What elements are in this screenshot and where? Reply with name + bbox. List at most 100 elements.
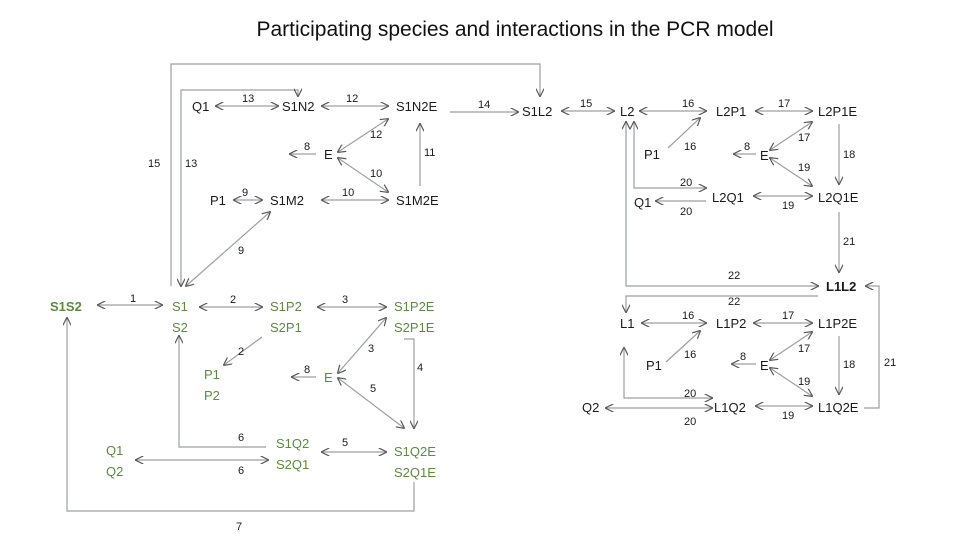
edge-13-loop bbox=[181, 90, 298, 286]
reaction-label: 16 bbox=[682, 310, 694, 322]
node-s2q1e: S2Q1E bbox=[394, 465, 436, 480]
reaction-label: 6 bbox=[238, 432, 244, 444]
edge-l1l2-l1-22 bbox=[626, 295, 818, 312]
reaction-label: 1 bbox=[130, 293, 136, 305]
reaction-label: 19 bbox=[798, 376, 810, 388]
edge-s2q1e-s1s2-7 bbox=[67, 318, 415, 512]
reaction-label: 13 bbox=[242, 93, 254, 105]
reaction-label: 11 bbox=[424, 147, 435, 159]
node-l2q1: L2Q1 bbox=[712, 190, 744, 205]
node-s1q2e: S1Q2E bbox=[394, 444, 436, 459]
reaction-label: 5 bbox=[342, 437, 348, 449]
reaction-label: 19 bbox=[782, 200, 794, 212]
reaction-label: 8 bbox=[304, 141, 310, 153]
reaction-label: 3 bbox=[368, 343, 374, 355]
node-q1-tr: Q1 bbox=[634, 195, 651, 210]
node-l1q2: L1Q2 bbox=[714, 400, 746, 415]
node-l1: L1 bbox=[620, 316, 634, 331]
edge-e-s1m2e-10 bbox=[338, 158, 388, 192]
reaction-label: 20 bbox=[680, 177, 692, 189]
reaction-label: 9 bbox=[242, 187, 248, 199]
node-l2p1: L2P1 bbox=[716, 104, 746, 119]
reaction-label: 4 bbox=[417, 362, 423, 374]
reaction-label: 20 bbox=[684, 388, 696, 400]
edge-s2p1e-s2q1e-4 bbox=[404, 338, 414, 428]
node-s1m2e: S1M2E bbox=[396, 193, 439, 208]
reaction-label: 12 bbox=[346, 93, 358, 105]
reaction-label: 2 bbox=[230, 294, 236, 306]
node-p1-bl: P1 bbox=[204, 367, 220, 382]
node-l1l2: L1L2 bbox=[826, 279, 856, 294]
node-l2p1e: L2P1E bbox=[818, 104, 857, 119]
reaction-label: 7 bbox=[236, 521, 242, 533]
reaction-label: 8 bbox=[744, 141, 750, 153]
node-q1-top: Q1 bbox=[192, 99, 209, 114]
reaction-label: 3 bbox=[342, 294, 348, 306]
node-e-br: E bbox=[760, 358, 769, 373]
node-e-tr: E bbox=[760, 148, 769, 163]
edge-l1q2e-l1l2-21 bbox=[864, 286, 880, 409]
node-s2q1: S2Q1 bbox=[276, 457, 309, 472]
node-p1-top: P1 bbox=[210, 193, 226, 208]
node-l1p2e: L1P2E bbox=[818, 316, 857, 331]
edge-15-top-loop bbox=[170, 63, 540, 286]
edges bbox=[67, 63, 880, 512]
reaction-label: 22 bbox=[728, 296, 740, 308]
reaction-label: 5 bbox=[370, 383, 376, 395]
reaction-label: 13 bbox=[185, 158, 197, 170]
reaction-label: 22 bbox=[728, 270, 740, 282]
reaction-label: 10 bbox=[342, 187, 354, 199]
reaction-label: 15 bbox=[148, 158, 160, 170]
reaction-labels: 13 12 14 15 15 13 12 8 11 10 9 10 9 1 2 … bbox=[130, 93, 896, 533]
reaction-label: 17 bbox=[798, 132, 810, 144]
node-s1q2: S1Q2 bbox=[276, 436, 309, 451]
node-q1-bl: Q1 bbox=[106, 443, 123, 458]
reaction-label: 20 bbox=[684, 416, 696, 428]
reaction-label: 14 bbox=[478, 99, 490, 111]
reaction-label: 20 bbox=[680, 206, 692, 218]
node-s2p1e: S2P1E bbox=[394, 320, 435, 335]
node-s1: S1 bbox=[172, 299, 188, 314]
node-e-top: E bbox=[324, 147, 333, 162]
node-s1n2: S1N2 bbox=[282, 99, 315, 114]
reaction-label: 17 bbox=[778, 98, 790, 110]
node-s1m2: S1M2 bbox=[270, 193, 304, 208]
node-l2q1e: L2Q1E bbox=[818, 190, 859, 205]
node-e-bl: E bbox=[324, 370, 333, 385]
reaction-label: 17 bbox=[782, 310, 794, 322]
edge-e-s1n2-12 bbox=[338, 119, 388, 152]
node-q2-br: Q2 bbox=[582, 400, 599, 415]
reaction-label: 21 bbox=[843, 236, 855, 248]
reaction-label: 6 bbox=[238, 465, 244, 477]
reaction-label: 19 bbox=[782, 410, 794, 422]
edge-s1q2-s2-6 bbox=[179, 336, 266, 448]
node-p1-tr: P1 bbox=[644, 147, 660, 162]
node-l2: L2 bbox=[620, 104, 634, 119]
edge-e-l1p2e-17 bbox=[770, 332, 812, 360]
node-s2: S2 bbox=[172, 320, 188, 335]
edge-l1-l1q2-20 bbox=[624, 348, 712, 398]
edge-e-s2q1e-5 bbox=[338, 378, 404, 428]
node-s1p2: S1P2 bbox=[270, 299, 302, 314]
node-p1-br: P1 bbox=[646, 358, 662, 373]
reaction-label: 16 bbox=[684, 141, 696, 153]
edge-s2p1-p1-2 bbox=[224, 336, 263, 365]
reaction-label: 21 bbox=[884, 357, 896, 369]
node-l1q2e: L1Q2E bbox=[818, 400, 859, 415]
node-s2p1: S2P1 bbox=[270, 320, 302, 335]
edge-e-l1q2e-19 bbox=[770, 368, 812, 396]
reaction-label: 17 bbox=[798, 343, 810, 355]
reaction-label: 8 bbox=[740, 351, 746, 363]
reaction-label: 12 bbox=[370, 129, 382, 141]
reaction-label: 16 bbox=[682, 98, 694, 110]
reaction-label: 8 bbox=[304, 364, 310, 376]
reaction-label: 10 bbox=[370, 168, 382, 180]
node-s1l2: S1L2 bbox=[522, 104, 552, 119]
reaction-label: 9 bbox=[238, 245, 244, 257]
diagram-title: Participating species and interactions i… bbox=[256, 18, 774, 41]
node-p2-bl: P2 bbox=[204, 388, 220, 403]
reaction-label: 2 bbox=[238, 346, 244, 358]
edge-s1m2-s1-9 bbox=[186, 212, 270, 286]
reaction-label: 18 bbox=[843, 149, 855, 161]
